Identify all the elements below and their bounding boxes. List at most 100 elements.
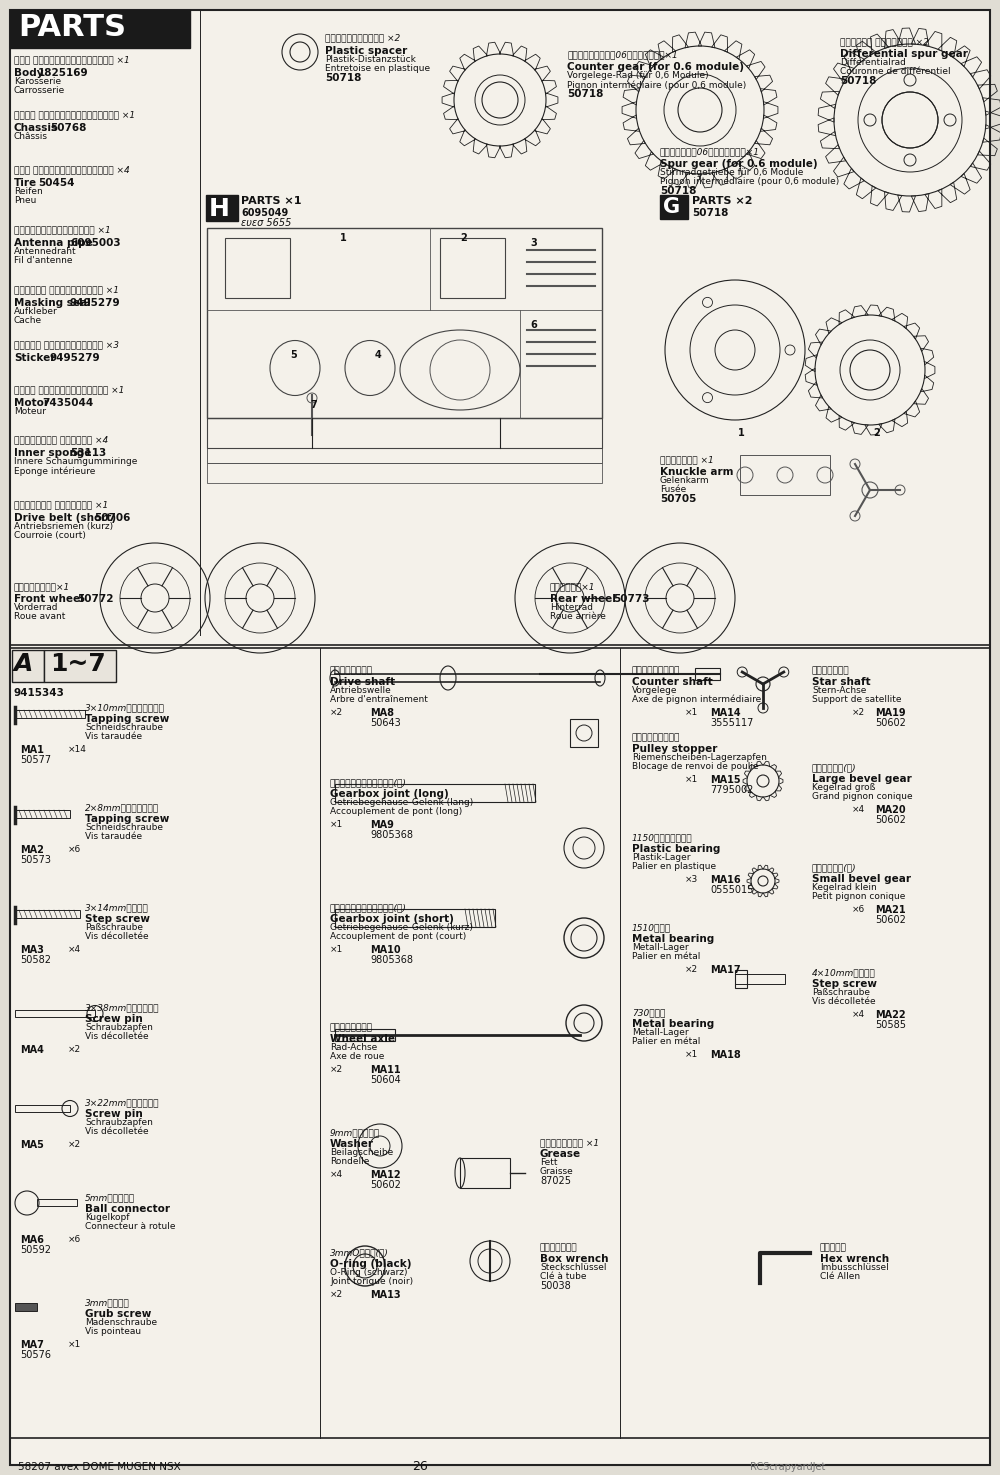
Text: ×3: ×3 — [685, 875, 698, 884]
Text: 50718: 50718 — [567, 88, 603, 99]
Bar — [207, 229, 602, 417]
Text: Schneidschraube: Schneidschraube — [85, 823, 163, 832]
Text: ×4: ×4 — [330, 1170, 343, 1179]
Text: ベベルギヤー(小): ベベルギヤー(小) — [812, 863, 857, 872]
Text: Grease: Grease — [540, 1149, 581, 1159]
Text: Courroie (court): Courroie (court) — [14, 531, 86, 540]
Text: 4: 4 — [375, 350, 382, 360]
Text: 9805368: 9805368 — [370, 830, 413, 839]
Text: ×1: ×1 — [685, 1050, 698, 1059]
Text: 50705: 50705 — [660, 494, 696, 504]
Text: 50602: 50602 — [875, 718, 906, 729]
Text: ×14: ×14 — [68, 745, 87, 754]
Text: 50718: 50718 — [660, 186, 696, 196]
Text: ベベルギヤー(大): ベベルギヤー(大) — [812, 763, 857, 771]
Text: MA2: MA2 — [20, 845, 44, 856]
Text: Clé Allen: Clé Allen — [820, 1271, 860, 1280]
Text: ×4: ×4 — [852, 1010, 865, 1019]
Text: 50602: 50602 — [875, 816, 906, 825]
Text: 50573: 50573 — [20, 855, 51, 864]
Bar — [225, 237, 290, 298]
Text: 4×10mm段付ビス: 4×10mm段付ビス — [812, 968, 876, 976]
Text: マスクシール ・・・・・・・・・・ ×1: マスクシール ・・・・・・・・・・ ×1 — [14, 285, 119, 294]
Text: 50604: 50604 — [370, 1075, 401, 1086]
Text: Antennedraht: Antennedraht — [14, 246, 77, 257]
Text: Riemenscheiben-Lagerzapfen: Riemenscheiben-Lagerzapfen — [632, 754, 767, 763]
Text: Differentialrad: Differentialrad — [840, 58, 906, 66]
Text: 六角レンチ: 六角レンチ — [820, 1243, 847, 1252]
Bar — [15, 709, 85, 718]
Bar — [660, 195, 688, 218]
Text: Petit pignon conique: Petit pignon conique — [812, 892, 905, 901]
Text: 5: 5 — [290, 350, 297, 360]
Text: Antriebsriemen (kurz): Antriebsriemen (kurz) — [14, 522, 113, 531]
Text: スパーギヤー（06モジュール用）×1: スパーギヤー（06モジュール用）×1 — [660, 148, 760, 156]
Text: Kegelrad groß: Kegelrad groß — [812, 783, 875, 792]
Bar — [15, 1010, 95, 1016]
Text: Connecteur à rotule: Connecteur à rotule — [85, 1221, 176, 1232]
Text: 1510メタル: 1510メタル — [632, 923, 671, 932]
Text: Palier en métal: Palier en métal — [632, 951, 700, 962]
Text: ×2: ×2 — [68, 1140, 81, 1149]
Text: Support de satellite: Support de satellite — [812, 695, 902, 704]
Text: MA19: MA19 — [875, 708, 906, 718]
Text: Innere Schaumgummiringe: Innere Schaumgummiringe — [14, 457, 137, 466]
Text: Châssis: Châssis — [14, 131, 48, 142]
Text: Axe de pignon intermédiaire: Axe de pignon intermédiaire — [632, 695, 761, 705]
Text: Moteur: Moteur — [14, 407, 46, 416]
Text: 9mmワッシャー: 9mmワッシャー — [330, 1128, 380, 1137]
Text: 3×14mm段付ビス: 3×14mm段付ビス — [85, 903, 149, 912]
Text: MA22: MA22 — [875, 1010, 906, 1021]
Text: 50576: 50576 — [20, 1350, 51, 1360]
Text: ×1: ×1 — [685, 708, 698, 717]
Text: ベベルシャフト: ベベルシャフト — [812, 667, 850, 676]
Text: Paßschraube: Paßschraube — [812, 988, 870, 997]
Text: リヤホイール×1: リヤホイール×1 — [550, 583, 596, 591]
Text: Vis pointeau: Vis pointeau — [85, 1328, 141, 1336]
Text: Metal bearing: Metal bearing — [632, 934, 714, 944]
Text: Plastic bearing: Plastic bearing — [632, 844, 720, 854]
Text: Graisse: Graisse — [540, 1167, 574, 1176]
Text: Antriebswelle: Antriebswelle — [330, 686, 392, 695]
Text: Masking seal: Masking seal — [14, 298, 91, 308]
Text: Tapping screw: Tapping screw — [85, 814, 169, 825]
Text: Rondelle: Rondelle — [330, 1156, 369, 1167]
Text: Metall-Lager: Metall-Lager — [632, 1028, 689, 1037]
Text: グリス・・・・・ ×1: グリス・・・・・ ×1 — [540, 1139, 599, 1148]
Text: 50718: 50718 — [840, 77, 876, 86]
Bar — [10, 10, 190, 49]
Text: MA3: MA3 — [20, 945, 44, 954]
Text: 50643: 50643 — [370, 718, 401, 729]
Text: 3×10mmタッピングビス: 3×10mmタッピングビス — [85, 704, 165, 712]
Bar — [460, 1158, 510, 1187]
Text: Clé à tube: Clé à tube — [540, 1271, 586, 1280]
Text: Rad-Achse: Rad-Achse — [330, 1043, 377, 1052]
Text: 9805368: 9805368 — [370, 954, 413, 965]
Text: Differential spur gear: Differential spur gear — [840, 49, 968, 59]
Text: Carrosserie: Carrosserie — [14, 86, 65, 94]
Text: ευεσ 5655: ευεσ 5655 — [241, 218, 291, 229]
Text: Washer: Washer — [330, 1139, 374, 1149]
Text: Star shaft: Star shaft — [812, 677, 871, 687]
Text: MA18: MA18 — [710, 1050, 741, 1061]
Text: Accouplement de pont (court): Accouplement de pont (court) — [330, 932, 466, 941]
Text: Arbre d'entraînement: Arbre d'entraînement — [330, 695, 428, 704]
Text: Eponge intérieure: Eponge intérieure — [14, 466, 95, 475]
Text: ×2: ×2 — [330, 1065, 343, 1074]
Bar — [207, 463, 602, 482]
Text: プラスペーサー・・・・ ×2: プラスペーサー・・・・ ×2 — [325, 32, 400, 41]
Text: Getriebegehause-Gelenk (kurz): Getriebegehause-Gelenk (kurz) — [330, 923, 473, 932]
Bar — [207, 448, 602, 463]
Text: 87025: 87025 — [540, 1176, 571, 1186]
Text: 6095049: 6095049 — [241, 208, 288, 218]
Text: MA13: MA13 — [370, 1291, 401, 1299]
Text: ドライブベルト ・・・・・・・ ×1: ドライブベルト ・・・・・・・ ×1 — [14, 500, 108, 509]
Text: Kegelrad klein: Kegelrad klein — [812, 884, 877, 892]
Text: Paßschraube: Paßschraube — [85, 923, 143, 932]
Text: ギヤーボックスジョイント(短): ギヤーボックスジョイント(短) — [330, 903, 407, 912]
Text: Hinterrad: Hinterrad — [550, 603, 593, 612]
Text: RCScrapyardJet: RCScrapyardJet — [750, 1462, 825, 1472]
Text: Couronne de différentiel: Couronne de différentiel — [840, 66, 951, 77]
Text: 6095003: 6095003 — [70, 237, 121, 248]
Bar — [735, 974, 785, 984]
